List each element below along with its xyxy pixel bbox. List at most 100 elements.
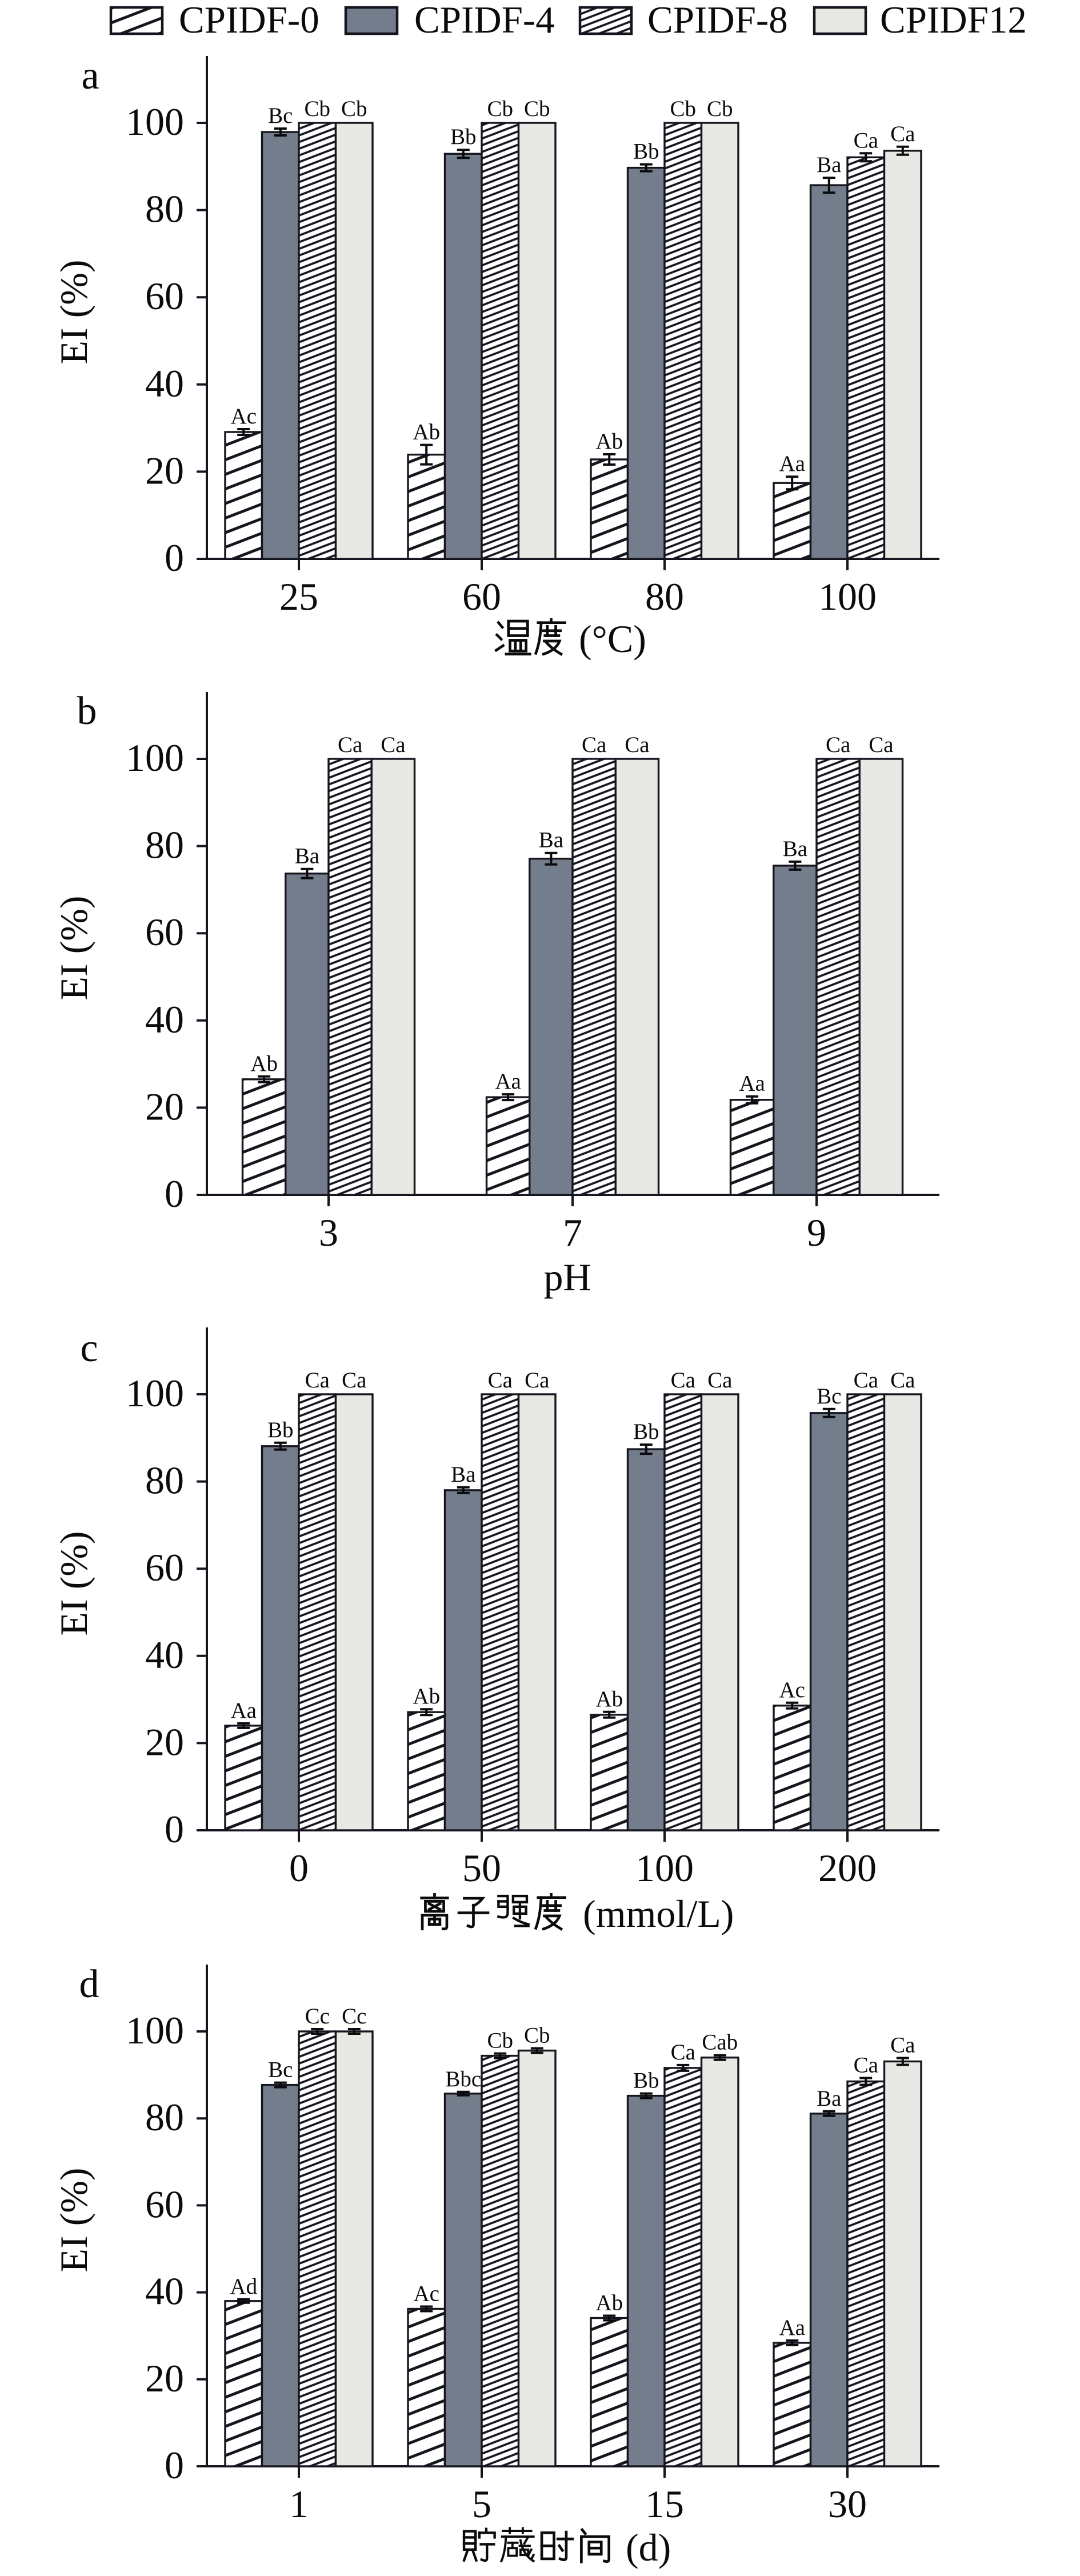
svg-text:20: 20 (145, 2357, 184, 2400)
svg-text:Ca: Ca (869, 733, 893, 757)
svg-text:Ca: Ca (854, 2053, 878, 2078)
svg-text:Ca: Ca (890, 1368, 915, 1393)
svg-text:Cc: Cc (305, 2004, 330, 2029)
svg-text:60: 60 (145, 1546, 184, 1589)
svg-text:80: 80 (645, 575, 684, 618)
svg-text:Ca: Ca (338, 733, 362, 757)
svg-text:Bb: Bb (267, 1418, 294, 1442)
svg-text:Ca: Ca (854, 1368, 878, 1393)
svg-text:Ca: Ca (890, 122, 915, 146)
svg-text:Ca: Ca (671, 1368, 695, 1393)
svg-text:Ba: Ba (783, 837, 807, 861)
svg-text:Ca: Ca (854, 128, 878, 153)
svg-text:0: 0 (289, 1846, 309, 1890)
svg-text:(mmol/L): (mmol/L) (583, 1892, 734, 1935)
svg-text:80: 80 (145, 1459, 184, 1502)
svg-text:Aa: Aa (779, 451, 805, 476)
svg-text:Ab: Ab (413, 420, 440, 445)
svg-text:Ab: Ab (595, 1687, 623, 1711)
svg-text:60: 60 (145, 274, 184, 318)
svg-text:Ad: Ad (230, 2274, 257, 2299)
svg-text:Ab: Ab (595, 429, 623, 454)
svg-text:c: c (80, 1326, 98, 1370)
svg-text:100: 100 (126, 736, 184, 779)
svg-text:0: 0 (165, 536, 184, 579)
svg-text:Ca: Ca (625, 733, 649, 757)
svg-text:20: 20 (145, 1720, 184, 1763)
svg-text:Ac: Ac (231, 404, 257, 429)
svg-text:Bc: Bc (268, 2058, 293, 2082)
svg-text:Cab: Cab (702, 2030, 738, 2055)
svg-text:200: 200 (818, 1846, 877, 1890)
svg-text:3: 3 (319, 1211, 338, 1254)
svg-text:60: 60 (145, 910, 184, 954)
svg-text:Bbc: Bbc (445, 2067, 481, 2091)
svg-text:EI (%): EI (%) (52, 1531, 95, 1635)
svg-text:b: b (77, 689, 97, 733)
svg-text:60: 60 (145, 2182, 184, 2226)
svg-text:Ba: Ba (539, 828, 563, 853)
svg-text:9: 9 (807, 1211, 826, 1254)
svg-text:100: 100 (635, 1846, 694, 1890)
svg-text:Cb: Cb (670, 97, 696, 121)
svg-text:pH: pH (543, 1255, 591, 1299)
svg-text:40: 40 (145, 2270, 184, 2313)
svg-text:Ca: Ca (381, 733, 405, 757)
svg-text:0: 0 (165, 1172, 184, 1215)
svg-text:Ba: Ba (817, 2086, 841, 2111)
svg-text:Bb: Bb (450, 125, 477, 149)
svg-text:20: 20 (145, 449, 184, 492)
svg-text:Ba: Ba (295, 844, 319, 869)
svg-text:EI (%): EI (%) (52, 259, 95, 364)
svg-text:50: 50 (462, 1846, 501, 1890)
svg-text:Aa: Aa (495, 1069, 521, 1094)
svg-text:Cb: Cb (341, 97, 367, 121)
svg-text:Ca: Ca (488, 1368, 513, 1393)
svg-text:25: 25 (279, 575, 318, 618)
svg-text:Cb: Cb (524, 2023, 550, 2047)
svg-text:80: 80 (145, 2095, 184, 2139)
svg-text:Ca: Ca (826, 733, 850, 757)
svg-text:100: 100 (818, 575, 877, 618)
svg-text:Aa: Aa (231, 1698, 257, 1723)
svg-text:Ab: Ab (595, 2290, 623, 2315)
svg-text:(°C): (°C) (579, 617, 646, 661)
svg-text:Ab: Ab (250, 1051, 278, 1076)
svg-text:Ca: Ca (671, 2040, 695, 2065)
svg-text:Ca: Ca (582, 733, 606, 757)
svg-text:EI (%): EI (%) (52, 895, 95, 1000)
svg-text:Bb: Bb (633, 2069, 659, 2093)
svg-text:Bb: Bb (633, 1419, 659, 1444)
svg-text:80: 80 (145, 823, 184, 867)
svg-text:Ac: Ac (779, 1678, 805, 1702)
svg-text:Bc: Bc (817, 1384, 841, 1409)
svg-text:CPIDF12: CPIDF12 (880, 0, 1027, 41)
svg-text:80: 80 (145, 187, 184, 231)
svg-text:30: 30 (828, 2482, 867, 2526)
svg-text:20: 20 (145, 1085, 184, 1128)
svg-text:Aa: Aa (779, 2315, 805, 2340)
svg-text:d: d (79, 1962, 99, 2006)
svg-text:Ca: Ca (890, 2033, 915, 2058)
svg-text:Ca: Ca (342, 1368, 366, 1393)
svg-text:Cb: Cb (487, 2029, 513, 2053)
svg-text:CPIDF-0: CPIDF-0 (179, 0, 319, 41)
svg-text:Ca: Ca (707, 1368, 732, 1393)
svg-text:5: 5 (472, 2482, 491, 2526)
svg-text:CPIDF-8: CPIDF-8 (647, 0, 788, 41)
svg-text:100: 100 (126, 2009, 184, 2052)
svg-text:EI (%): EI (%) (52, 2167, 95, 2272)
svg-text:0: 0 (165, 2443, 184, 2487)
svg-text:Ca: Ca (305, 1368, 330, 1393)
svg-text:CPIDF-4: CPIDF-4 (414, 0, 555, 41)
svg-text:40: 40 (145, 998, 184, 1041)
svg-text:40: 40 (145, 362, 184, 405)
svg-text:Ca: Ca (525, 1368, 549, 1393)
svg-text:60: 60 (462, 575, 501, 618)
svg-text:Cb: Cb (487, 97, 513, 121)
svg-text:40: 40 (145, 1633, 184, 1677)
svg-text:(d): (d) (626, 2526, 671, 2569)
svg-text:100: 100 (126, 1371, 184, 1415)
svg-text:Bb: Bb (633, 139, 659, 164)
svg-text:Ac: Ac (414, 2282, 439, 2306)
